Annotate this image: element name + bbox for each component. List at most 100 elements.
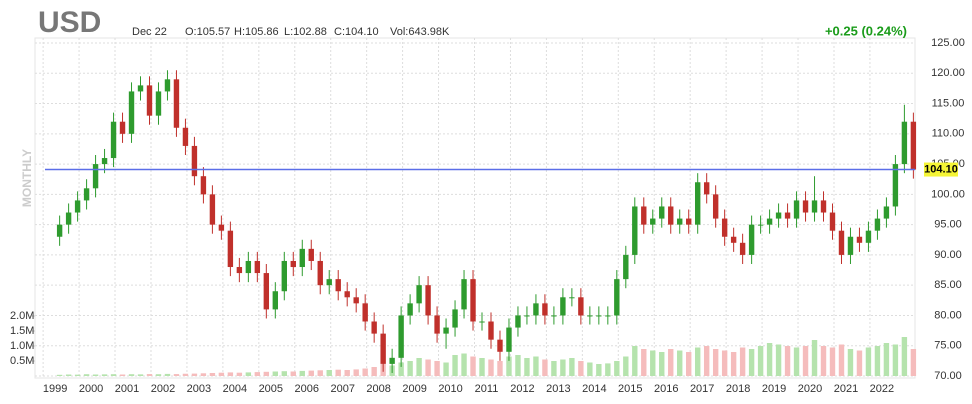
volume-bar [227,372,234,376]
candle-body [515,315,521,328]
volume-bar [281,371,287,376]
volume-bar [353,369,359,376]
volume-bar [119,374,126,376]
x-tick-label: 2000 [79,383,103,395]
volume-bar [443,362,449,376]
candle-body [578,297,584,316]
volume-bar [695,347,701,376]
candle-body [83,188,90,201]
volume-bar [479,358,485,376]
y-tick-label: 100.00 [931,188,965,200]
candle-body [695,182,701,225]
candle-body [874,218,881,231]
x-tick-label: 2018 [726,383,750,395]
candle-body [865,230,872,243]
candle-body [524,315,530,317]
volume-bar [712,349,719,376]
candle-body [641,206,647,225]
volume-bar [344,370,350,376]
volume-bar [677,350,683,376]
volume-bar [784,346,791,376]
volume-bar [757,346,764,376]
candle-body [434,315,440,334]
candle-body [209,194,216,225]
candle-body [344,291,350,298]
volume-bar [173,374,180,376]
x-tick-label: 2022 [870,383,894,395]
x-tick-label: 2005 [259,383,283,395]
volume-bar [856,350,863,376]
volume-bar [739,347,746,376]
x-tick-label: 2006 [295,383,319,395]
candle-body [650,218,656,225]
candle-body [173,79,180,128]
candle-body [308,248,314,261]
low-text: L:102.88 [284,26,327,38]
candle-body [542,303,548,316]
volume-bar [497,361,503,376]
volume-bar [901,337,908,376]
candle-body [668,206,674,225]
candle-body [677,218,683,225]
volume-bar [155,374,162,376]
volume-bar [614,361,620,376]
volume-bar [802,346,809,376]
candle-body [712,194,719,219]
volume-bar [587,362,593,376]
candle-body [452,309,458,328]
candle-body [461,279,467,310]
candle-body [829,212,836,231]
volume-bar [596,364,602,376]
candle-body [605,315,611,317]
volume-text: Vol:643.98K [390,26,450,38]
x-tick-label: 2020 [798,383,822,395]
candle-body [119,121,126,134]
volume-bar [506,356,512,376]
candle-body [766,218,773,225]
volume-bar [326,370,332,376]
volume-bar [92,374,99,376]
candle-body [155,91,162,116]
candle-body [74,200,81,213]
candle-body [614,279,620,316]
y-tick-label: 80.00 [934,309,962,321]
x-tick-label: 2009 [402,383,426,395]
volume-bar [182,373,189,376]
candle-body [551,315,557,317]
candle-body [775,212,782,219]
candle-body [416,285,422,304]
volume-bar [218,372,225,376]
candle-body [632,206,638,255]
symbol: USD [38,6,101,39]
volume-bar [425,359,431,376]
x-tick-label: 2013 [546,383,570,395]
volume-bar [146,374,153,376]
volume-bar [524,358,530,376]
candle-body [892,164,899,207]
candle-body [847,236,854,255]
volume-bar [883,343,890,376]
volume-bar [793,347,800,376]
candle-body [326,279,332,286]
candle-body [92,164,99,189]
volume-bar [398,362,404,376]
candle-body [910,121,917,170]
volume-bar [371,367,377,376]
volume-bar [362,368,368,376]
candle-body [811,200,818,213]
candle-body [335,279,341,292]
candle-body [730,236,737,243]
candle-body [757,224,764,226]
x-tick-label: 2014 [582,383,606,395]
change: +0.25 (0.24%) [825,23,907,38]
volume-bar [623,356,629,376]
y-tick-label: 115.00 [932,97,965,109]
candle-body [659,206,665,219]
x-tick-label: 2003 [187,383,211,395]
volume-bar [416,358,422,376]
volume-bar [335,369,341,376]
volume-bar [542,359,548,376]
volume-bar [829,347,836,376]
candle-body [281,260,287,292]
x-tick-label: 2016 [654,383,678,395]
